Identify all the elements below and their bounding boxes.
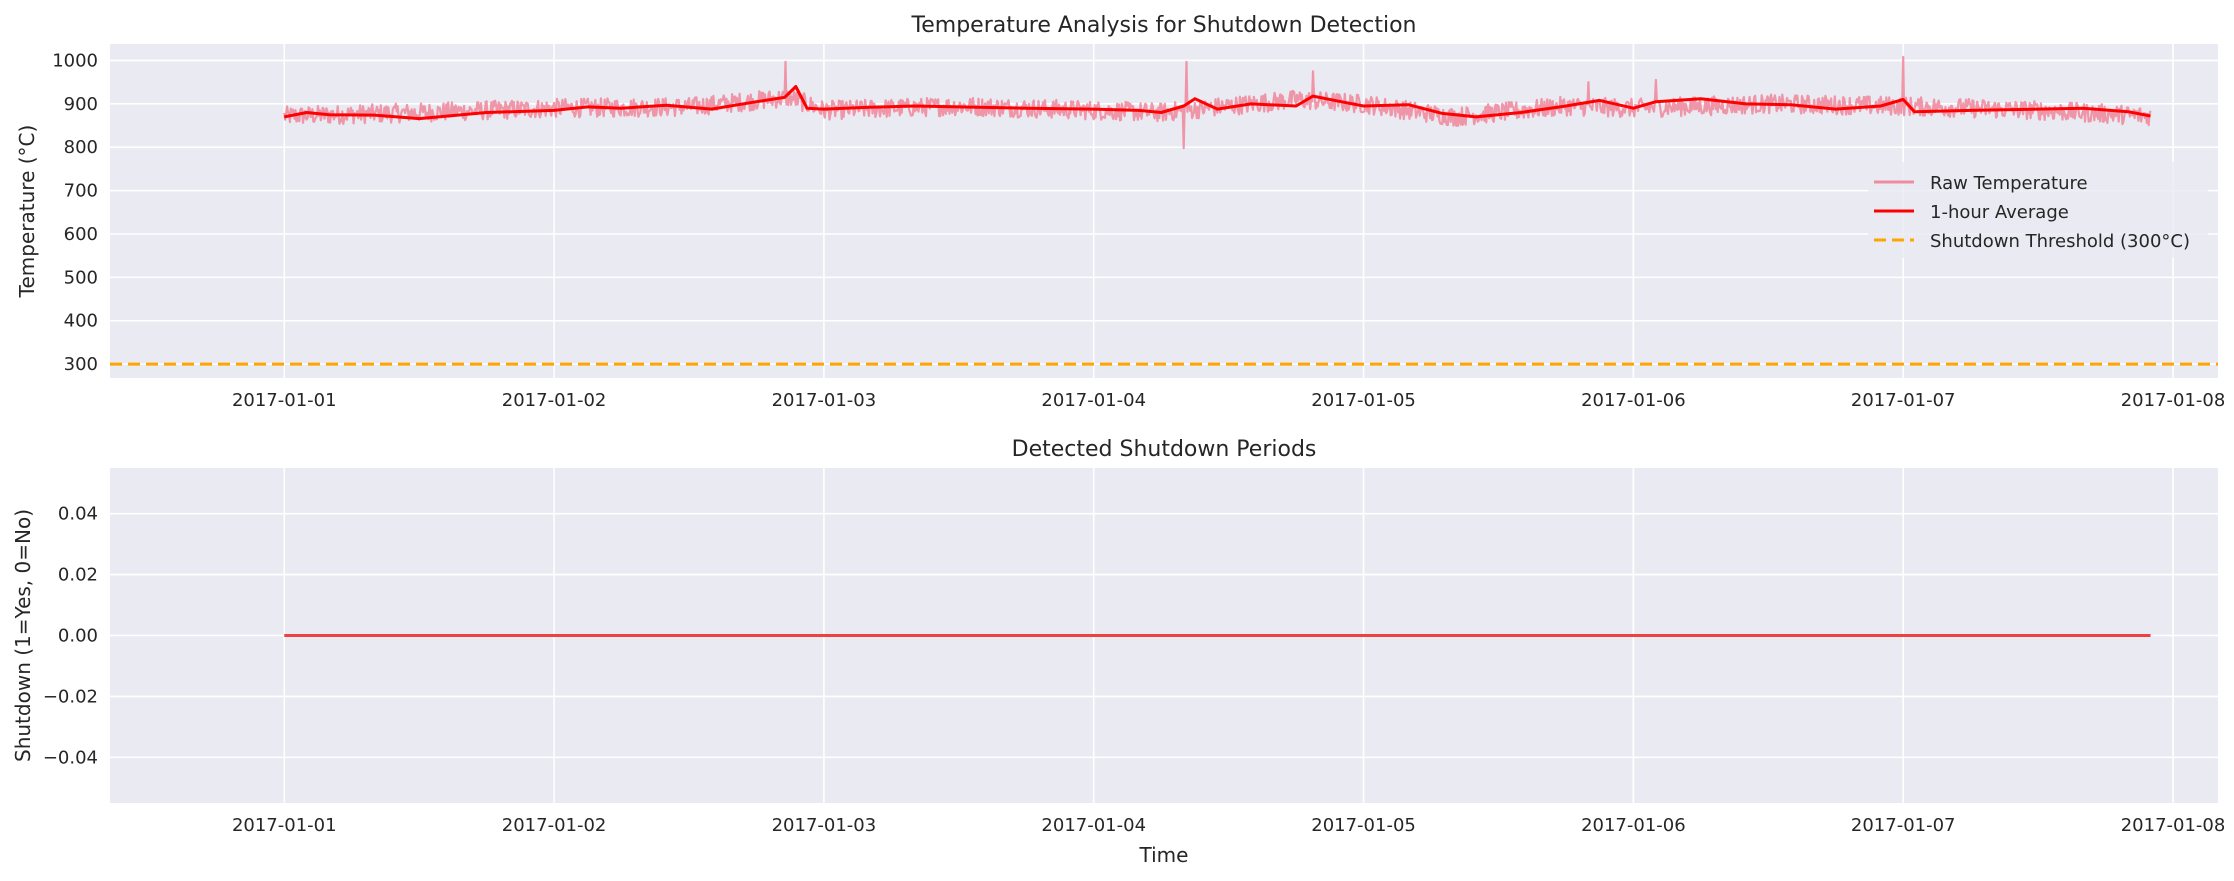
temperature-x-tick-label: 2017-01-02 bbox=[502, 390, 607, 411]
shutdown-x-tick-label: 2017-01-06 bbox=[1581, 815, 1686, 836]
shutdown-x-tick-label: 2017-01-05 bbox=[1311, 815, 1416, 836]
shutdown-y-tick-label: 0.02 bbox=[58, 565, 98, 586]
shutdown-x-tick-label: 2017-01-08 bbox=[2121, 815, 2226, 836]
legend-label-shutdown-threshold: Shutdown Threshold (300°C) bbox=[1930, 231, 2190, 252]
temperature-y-tick-label: 700 bbox=[64, 181, 98, 202]
temperature-y-tick-label: 400 bbox=[64, 311, 98, 332]
shutdown-y-axis-label: Shutdown (1=Yes, 0=No) bbox=[11, 509, 35, 762]
shutdown-x-tick-label: 2017-01-03 bbox=[772, 815, 877, 836]
temperature-chart-title: Temperature Analysis for Shutdown Detect… bbox=[911, 13, 1417, 38]
raw-temperature-line bbox=[283, 55, 2152, 150]
temperature-x-tick-label: 2017-01-05 bbox=[1311, 390, 1416, 411]
temperature-y-tick-label: 1000 bbox=[52, 50, 98, 71]
temperature-tick-labels: 2017-01-01 2017-01-02 2017-01-03 2017-01-04… bbox=[52, 50, 2225, 411]
shutdown-tick-labels: 2017-01-01 2017-01-02 2017-01-03 2017-01-04… bbox=[43, 504, 2226, 836]
temperature-y-tick-label: 300 bbox=[64, 354, 98, 375]
shutdown-x-tick-label: 2017-01-07 bbox=[1851, 815, 1956, 836]
temperature-legend: Raw Temperature 1-hour Average Shutdown … bbox=[1868, 162, 2208, 258]
temperature-chart: 2017-01-01 2017-01-02 2017-01-03 2017-01-04… bbox=[15, 13, 2225, 411]
temperature-x-tick-label: 2017-01-06 bbox=[1581, 390, 1686, 411]
shutdown-chart-title: Detected Shutdown Periods bbox=[1012, 437, 1317, 462]
temperature-x-tick-label: 2017-01-01 bbox=[232, 390, 337, 411]
temperature-y-tick-label: 500 bbox=[64, 267, 98, 288]
legend-frame bbox=[1868, 162, 2208, 258]
shutdown-x-tick-label: 2017-01-01 bbox=[232, 815, 337, 836]
legend-label-hourly-average: 1-hour Average bbox=[1930, 202, 2069, 223]
shutdown-y-tick-label: 0.00 bbox=[58, 626, 98, 647]
legend-label-raw-temperature: Raw Temperature bbox=[1930, 173, 2088, 194]
temperature-x-tick-label: 2017-01-07 bbox=[1851, 390, 1956, 411]
shutdown-x-tick-label: 2017-01-04 bbox=[1041, 815, 1146, 836]
hourly-average-line bbox=[284, 85, 2151, 121]
temperature-x-tick-label: 2017-01-03 bbox=[772, 390, 877, 411]
shutdown-x-axis-label: Time bbox=[1139, 843, 1189, 867]
temperature-marks bbox=[110, 55, 2218, 366]
shutdown-y-tick-label: −0.02 bbox=[43, 686, 98, 707]
shutdown-y-tick-label: 0.04 bbox=[58, 504, 98, 525]
temperature-x-tick-label: 2017-01-04 bbox=[1041, 390, 1146, 411]
temperature-x-tick-label: 2017-01-08 bbox=[2121, 390, 2226, 411]
shutdown-x-tick-label: 2017-01-02 bbox=[502, 815, 607, 836]
temperature-y-tick-label: 800 bbox=[64, 137, 98, 158]
temperature-y-axis-label: Temperature (°C) bbox=[15, 125, 39, 299]
shutdown-chart: 2017-01-01 2017-01-02 2017-01-03 2017-01-04… bbox=[11, 437, 2225, 867]
temperature-y-tick-label: 600 bbox=[64, 224, 98, 245]
temperature-y-tick-label: 900 bbox=[64, 94, 98, 115]
shutdown-y-tick-label: −0.04 bbox=[43, 747, 98, 768]
